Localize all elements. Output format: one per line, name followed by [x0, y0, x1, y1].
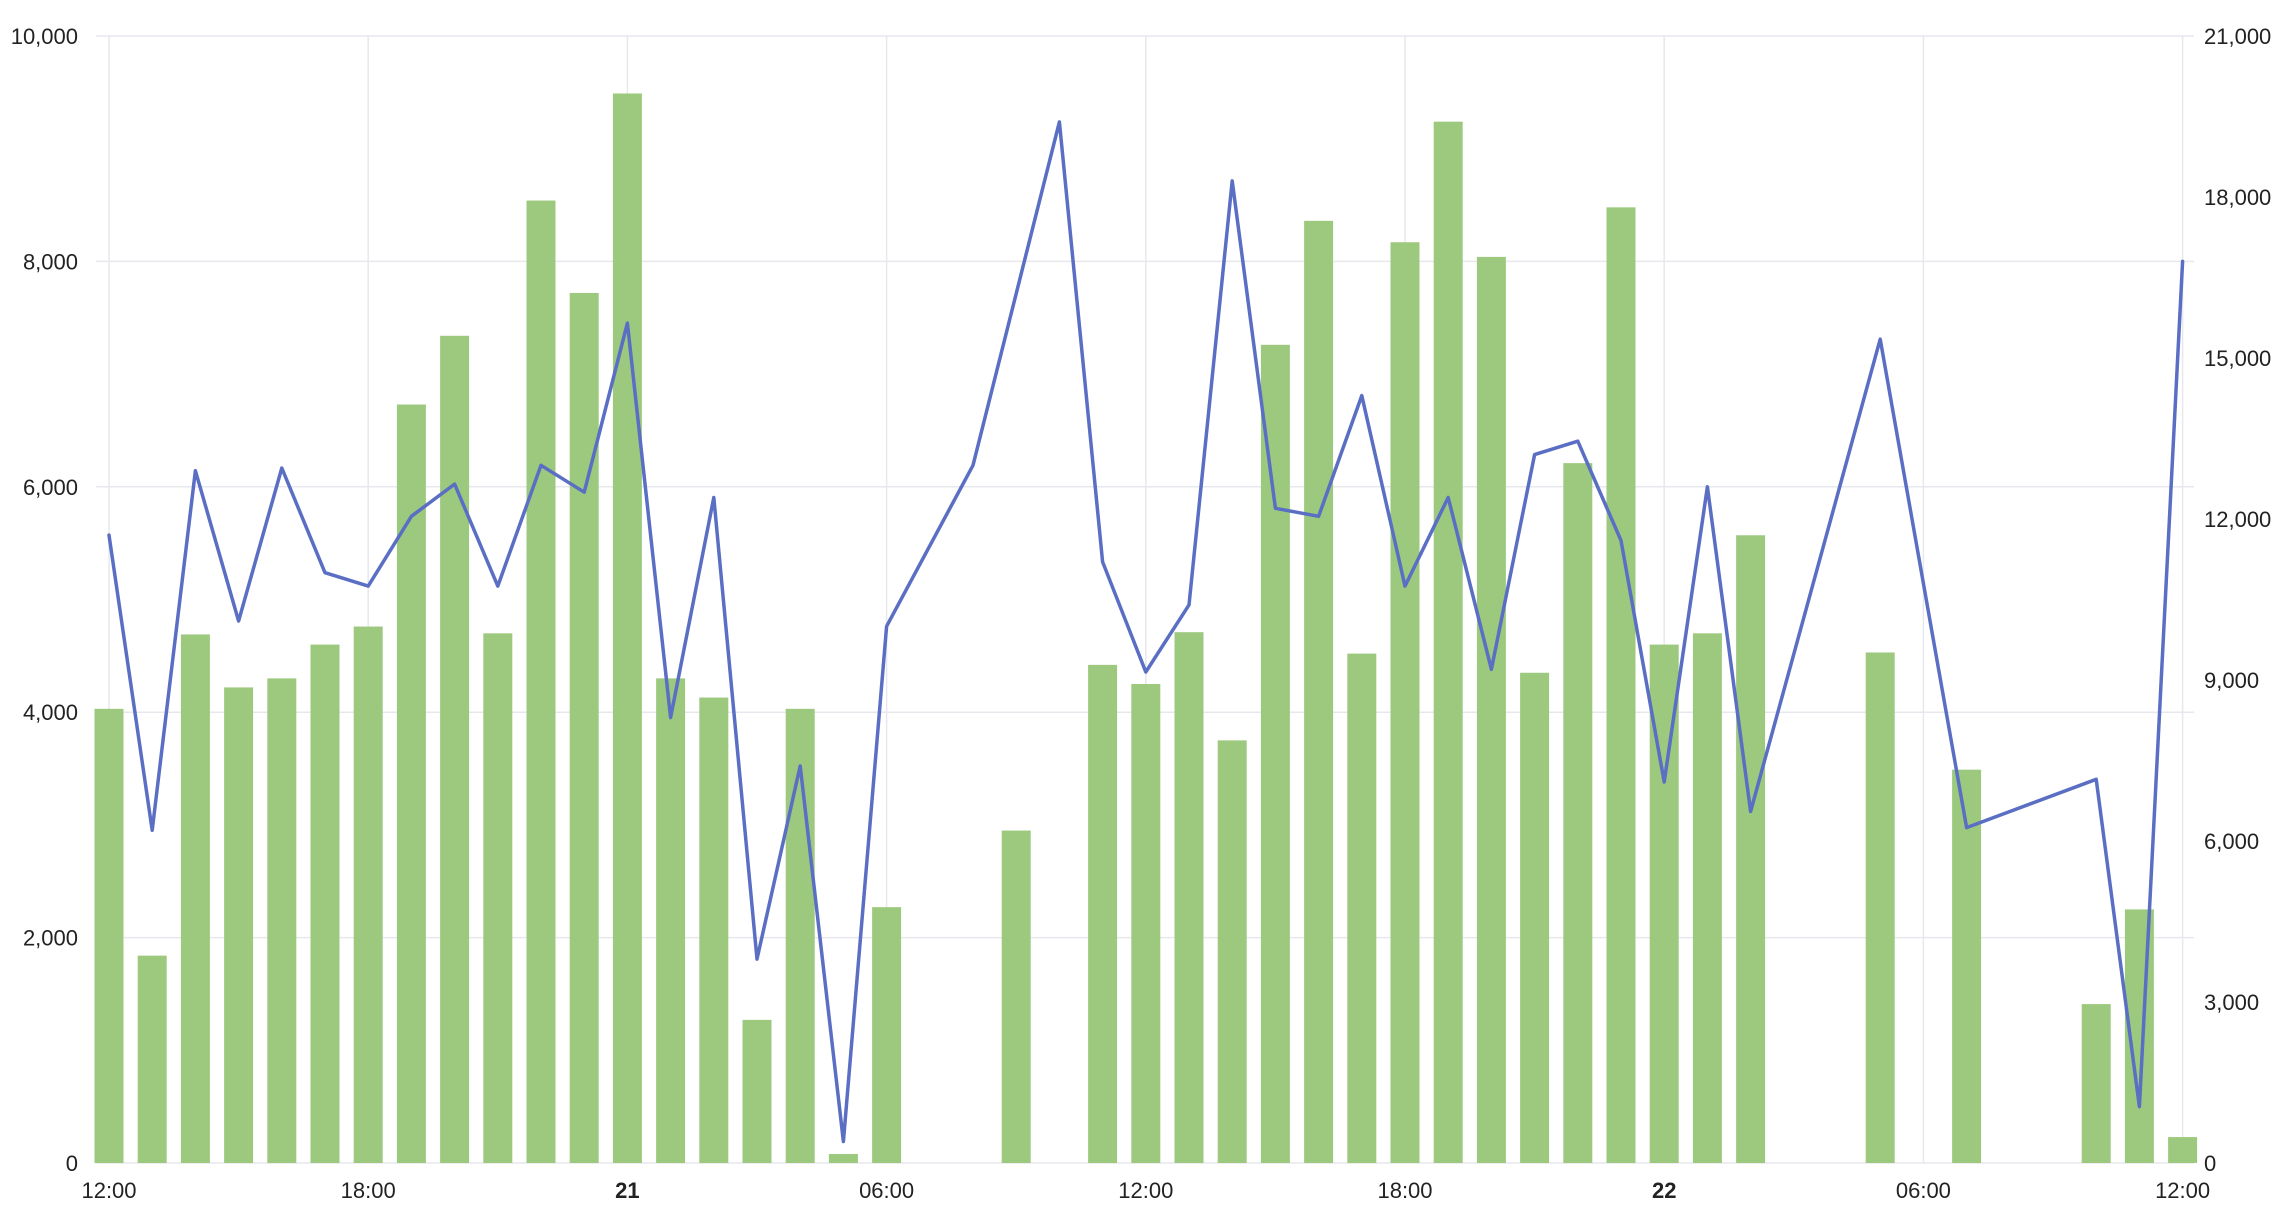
x-tick-label: 21 [615, 1178, 639, 1203]
axis-labels: 0 2,000 4,000 6,000 8,000 10,000 0 3,000 6,000 9,… [11, 24, 2272, 1203]
y-right-tick-label: 0 [2204, 1151, 2216, 1176]
bar [569, 292, 599, 1163]
x-tick-label: 06:00 [859, 1178, 914, 1203]
bar [1476, 256, 1506, 1164]
bar [1001, 830, 1031, 1163]
bar [137, 955, 167, 1163]
bar [1390, 242, 1420, 1164]
line-series [107, 120, 2185, 1144]
y-left-tick-label: 8,000 [23, 249, 78, 274]
y-right-tick-label: 21,000 [2204, 24, 2271, 49]
bar [1347, 653, 1377, 1163]
y-right-tick-label: 3,000 [2204, 990, 2259, 1015]
bar [1736, 535, 1766, 1163]
y-right-tick-label: 12,000 [2204, 507, 2271, 532]
bar [2081, 1004, 2111, 1163]
bar [1865, 652, 1895, 1163]
bar [828, 1153, 858, 1163]
bar [1260, 344, 1290, 1164]
bar [742, 1019, 772, 1163]
y-right-tick-label: 9,000 [2204, 668, 2259, 693]
y-left-tick-label: 0 [66, 1151, 78, 1176]
bar [1433, 121, 1463, 1164]
bar [612, 93, 642, 1163]
bar [353, 626, 383, 1163]
bar [1088, 664, 1118, 1163]
x-tick-label: 12:00 [81, 1178, 136, 1203]
bar [1217, 740, 1247, 1163]
bar [1174, 632, 1204, 1163]
bar [699, 697, 729, 1163]
y-right-tick-label: 18,000 [2204, 185, 2271, 210]
bar [1131, 684, 1161, 1163]
bar-series [94, 93, 2198, 1164]
bar [483, 633, 513, 1163]
bar [180, 634, 210, 1163]
x-tick-label: 18:00 [341, 1178, 396, 1203]
y-left-tick-label: 4,000 [23, 700, 78, 725]
bar [440, 335, 470, 1164]
y-right-tick-label: 15,000 [2204, 346, 2271, 371]
x-tick-label: 06:00 [1896, 1178, 1951, 1203]
y-left-tick-label: 6,000 [23, 475, 78, 500]
bar [310, 644, 340, 1163]
bar [94, 708, 124, 1163]
bar [224, 687, 254, 1163]
bar [1692, 633, 1722, 1163]
bar [1304, 220, 1334, 1163]
y-left-tick-label: 2,000 [23, 926, 78, 951]
bar [1563, 463, 1593, 1163]
bar [267, 678, 297, 1163]
bar [785, 708, 815, 1163]
bar [656, 678, 686, 1163]
x-tick-label: 12:00 [2155, 1178, 2210, 1203]
bar [1606, 207, 1636, 1163]
y-right-tick-label: 6,000 [2204, 829, 2259, 854]
bar [2168, 1137, 2198, 1163]
x-tick-label: 12:00 [1118, 1178, 1173, 1203]
bar [1520, 672, 1550, 1163]
bar [526, 200, 556, 1164]
x-tick-label: 22 [1652, 1178, 1676, 1203]
y-left-tick-label: 10,000 [11, 24, 78, 49]
bar [872, 907, 902, 1163]
bar [1952, 769, 1982, 1163]
line-series-path [107, 120, 2185, 1144]
x-tick-label: 18:00 [1377, 1178, 1432, 1203]
